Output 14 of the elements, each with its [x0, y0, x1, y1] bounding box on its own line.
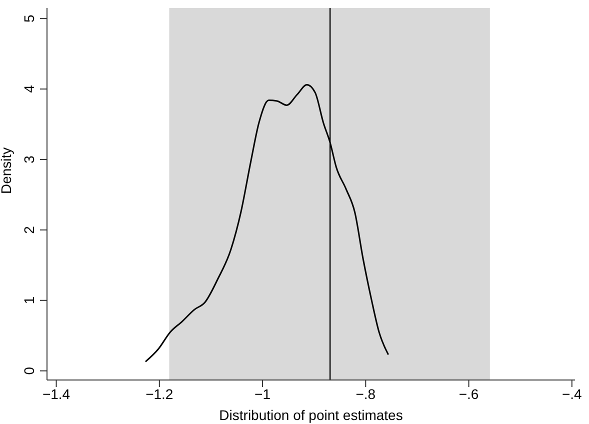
y-tick-label: 3: [21, 155, 37, 164]
y-tick-label: 5: [21, 14, 37, 22]
x-tick-label: −1.2: [146, 386, 174, 402]
y-tick-label: 2: [21, 226, 37, 234]
y-tick-label: 1: [21, 296, 37, 304]
x-tick-label: −.4: [562, 386, 582, 402]
x-tick-label: −1.4: [42, 386, 70, 402]
x-tick-label: −1: [254, 386, 271, 402]
y-axis-title: Density: [0, 147, 14, 194]
x-tick-label: −.8: [356, 386, 376, 402]
y-tick-label: 4: [21, 84, 37, 93]
x-axis-title: Distribution of point estimates: [219, 407, 403, 423]
x-tick-label: −.6: [458, 386, 479, 402]
y-tick-label: 0: [21, 366, 37, 375]
